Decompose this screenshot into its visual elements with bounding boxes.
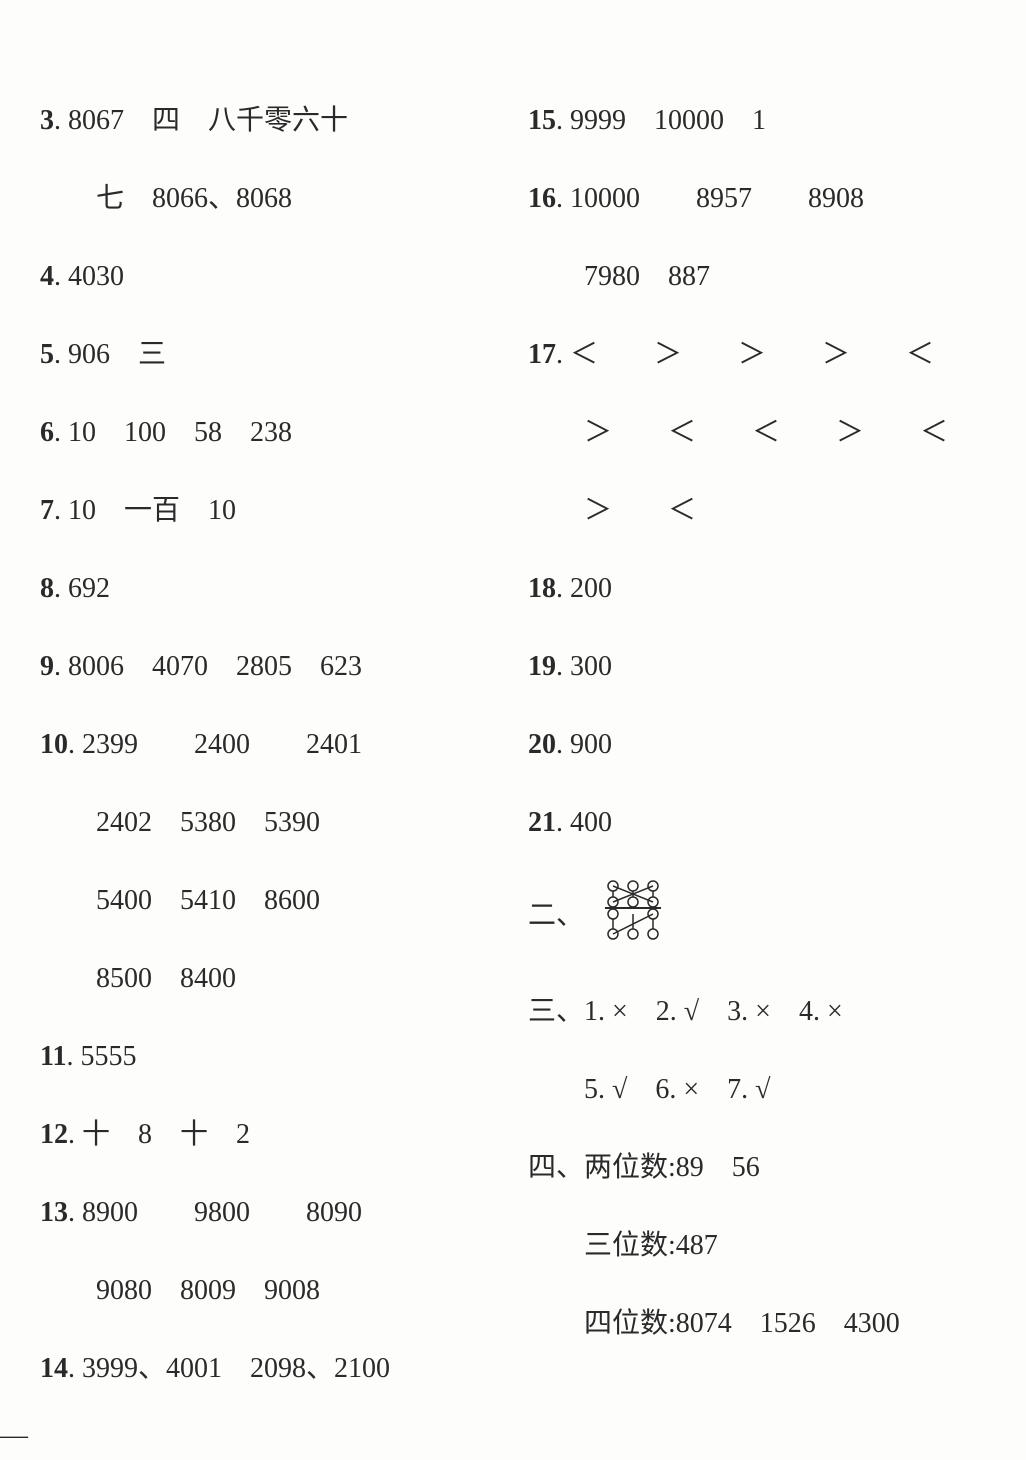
text: . 4030: [54, 261, 124, 292]
item-6: 6. 10 100 58 238: [40, 412, 498, 454]
two-column-layout: 3. 8067 四 八千零六十 七 8066、8068 4. 4030 5. 9…: [40, 100, 986, 1426]
item-8: 8. 692: [40, 568, 498, 610]
text: . 2399 2400 2401: [68, 729, 362, 760]
item-10-line3: 5400 5410 8600: [40, 880, 498, 922]
text: . 8067 四 八千零六十: [54, 105, 348, 136]
text: . 900: [556, 729, 612, 760]
item-13-line2: 9080 8009 9008: [40, 1270, 498, 1312]
section-3-line1: 三、1. × 2. √ 3. × 4. ×: [528, 991, 986, 1033]
section-2-label: 二、: [528, 900, 584, 931]
item-20: 20. 900: [528, 724, 986, 766]
text: . 3999、4001 2098、2100: [68, 1353, 390, 1384]
item-13-line1: 13. 8900 9800 8090: [40, 1192, 498, 1234]
left-column: 3. 8067 四 八千零六十 七 8066、8068 4. 4030 5. 9…: [40, 100, 498, 1426]
item-11: 11. 5555: [40, 1036, 498, 1078]
abacus-icon: [597, 880, 675, 955]
item-3-line2: 七 8066、8068: [40, 178, 498, 220]
text: . 10000 8957 8908: [556, 183, 864, 214]
item-19: 19. 300: [528, 646, 986, 688]
item-14: 14. 3999、4001 2098、2100: [40, 1348, 498, 1390]
text: . 200: [556, 573, 612, 604]
item-18: 18. 200: [528, 568, 986, 610]
section-4-line2: 三位数:487: [528, 1225, 986, 1267]
item-9: 9. 8006 4070 2805 623: [40, 646, 498, 688]
item-17-line3: ＞ ＜: [528, 490, 986, 532]
section-4-line3: 四位数:8074 1526 4300: [528, 1303, 986, 1345]
text: . ＜ ＞ ＞ ＞ ＜: [556, 339, 934, 370]
item-10-line4: 8500 8400: [40, 958, 498, 1000]
item-4: 4. 4030: [40, 256, 498, 298]
item-7: 7. 10 一百 10: [40, 490, 498, 532]
right-column: 15. 9999 10000 1 16. 10000 8957 8908 798…: [528, 100, 986, 1426]
text: . 8900 9800 8090: [68, 1197, 362, 1228]
text: . 十 8 十 2: [68, 1119, 250, 1150]
item-17-line2: ＞ ＜ ＜ ＞ ＜: [528, 412, 986, 454]
item-16-line1: 16. 10000 8957 8908: [528, 178, 986, 220]
item-17-line1: 17. ＜ ＞ ＞ ＞ ＜: [528, 334, 986, 376]
text: . 8006 4070 2805 623: [54, 651, 362, 682]
text: . 906 三: [54, 339, 166, 370]
section-2: 二、: [528, 880, 986, 955]
text: . 10 一百 10: [54, 495, 236, 526]
section-4-line1: 四、两位数:89 56: [528, 1147, 986, 1189]
item-3-line1: 3. 8067 四 八千零六十: [40, 100, 498, 142]
text: . 400: [556, 807, 612, 838]
page: 3. 8067 四 八千零六十 七 8066、8068 4. 4030 5. 9…: [0, 0, 1026, 1460]
item-21: 21. 400: [528, 802, 986, 844]
footer-dash: —: [0, 1420, 28, 1452]
item-15: 15. 9999 10000 1: [528, 100, 986, 142]
text: . 300: [556, 651, 612, 682]
item-12: 12. 十 8 十 2: [40, 1114, 498, 1156]
text: . 5555: [66, 1041, 136, 1072]
item-10-line2: 2402 5380 5390: [40, 802, 498, 844]
text: . 692: [54, 573, 110, 604]
item-16-line2: 7980 887: [528, 256, 986, 298]
text: . 10 100 58 238: [54, 417, 292, 448]
text: . 9999 10000 1: [556, 105, 766, 136]
item-10-line1: 10. 2399 2400 2401: [40, 724, 498, 766]
item-5: 5. 906 三: [40, 334, 498, 376]
section-3-line2: 5. √ 6. × 7. √: [528, 1069, 986, 1111]
